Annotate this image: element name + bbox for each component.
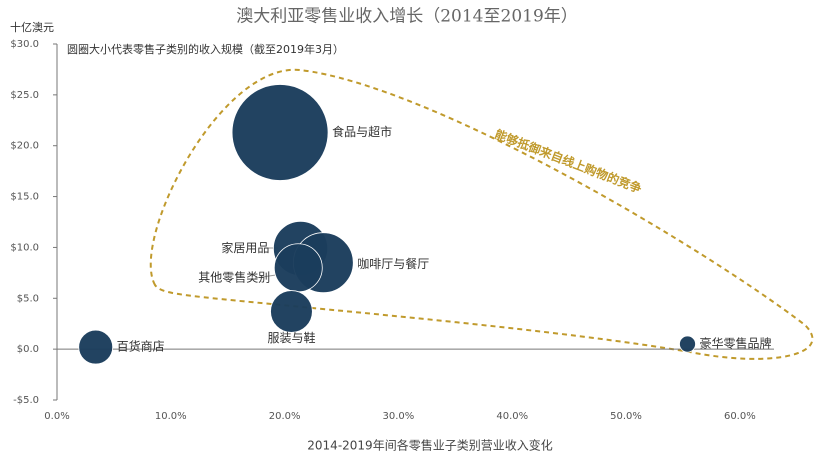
bubble-label: 豪华零售品牌 [700,336,772,351]
y-axis-label: 十亿澳元 [10,20,54,34]
annotation-label: 能够抵御来自线上购物的竞争 [493,126,644,196]
x-tick-label: 40.0% [496,411,528,422]
bubble [231,84,329,181]
y-tick-label: $15.0 [10,192,39,203]
bubble-label: 百货商店 [117,339,165,354]
leader-line [254,274,277,279]
x-tick-label: 60.0% [724,411,756,422]
chart-title: 澳大利亚零售业收入增长（2014至2019年） [236,7,578,27]
bubble-label: 食品与超市 [332,124,392,139]
bubble-label: 家居用品 [221,240,269,255]
bubble [78,329,114,365]
y-tick-label: -$5.0 [13,395,39,406]
bubble [273,243,323,293]
x-tick-label: 20.0% [269,411,301,422]
bubble [679,335,696,353]
y-tick-label: $10.0 [10,242,39,253]
y-tick-label: $0.0 [17,344,39,355]
x-tick-label: 30.0% [383,411,415,422]
x-tick-label: 50.0% [610,411,642,422]
bubble [270,290,313,333]
y-tick-label: $30.0 [10,39,39,50]
bubble-label: 咖啡厅与餐厅 [357,256,429,271]
x-tick-label: 0.0% [44,411,69,422]
note: 圆圈大小代表零售子类别的收入规模（截至2019年3月） [67,42,344,56]
annotation-outline [149,68,814,360]
bubble-label: 服装与鞋 [267,330,315,345]
y-tick-label: $5.0 [17,293,39,304]
bubble-label: 其他零售类别 [198,269,270,284]
x-tick-label: 10.0% [155,411,187,422]
y-tick-label: $20.0 [10,141,39,152]
x-axis-label: 2014-2019年间各零售业子类别营业收入变化 [307,438,552,453]
y-tick-label: $25.0 [10,90,39,101]
